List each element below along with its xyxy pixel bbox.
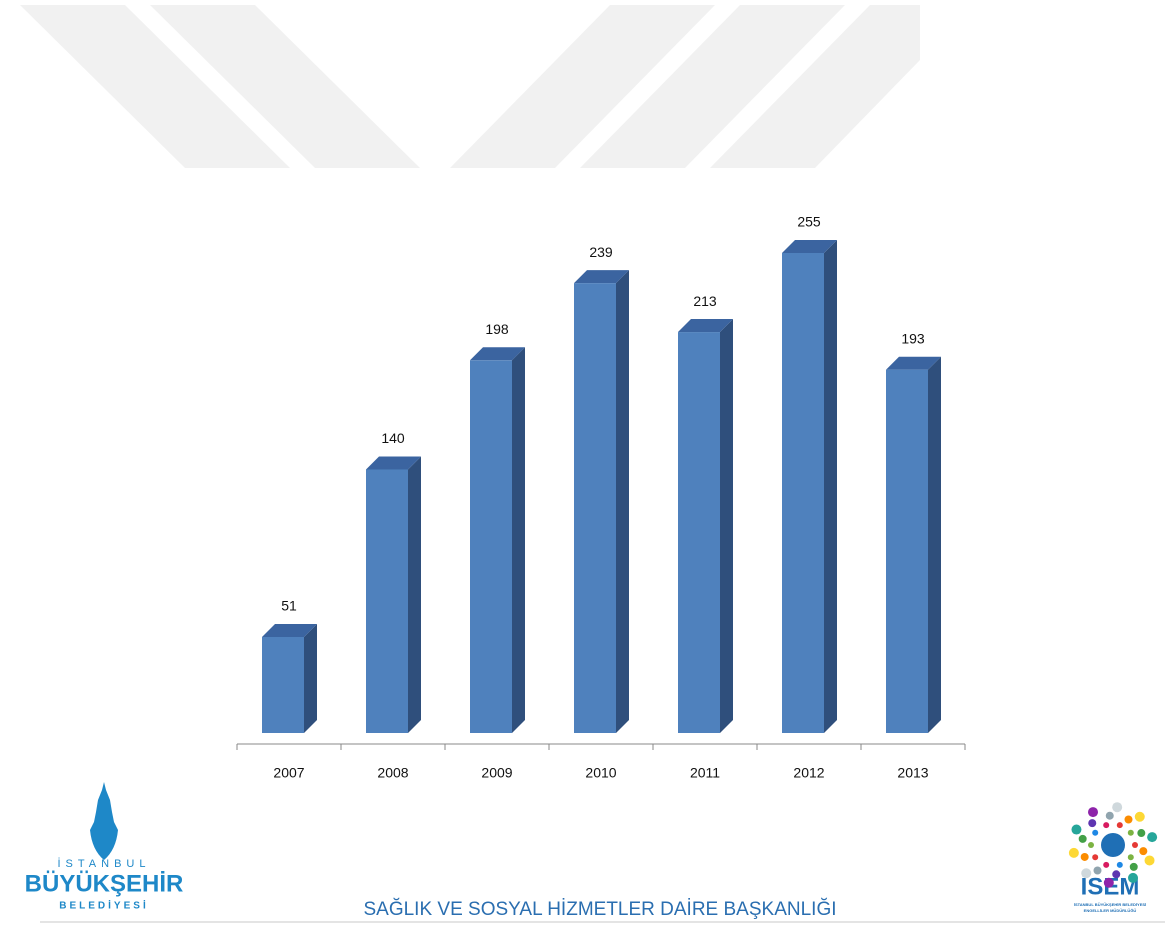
logo-dot	[1081, 868, 1092, 879]
logo-text: BÜYÜKŞEHİR	[25, 870, 184, 897]
logo-dot	[1128, 872, 1138, 883]
bar-top	[366, 456, 421, 470]
logo-right: İSEM İSTANBUL BÜYÜKŞEHİR BELEDİYESİ ENGE…	[1068, 802, 1158, 913]
plot-area: 2007 51 2008 140 2009 198 2010 239 2011 213 2012 25…	[236, 214, 966, 781]
logo-dot	[1116, 861, 1123, 868]
logo-dot	[1088, 807, 1098, 818]
bar-top	[470, 347, 525, 361]
logo-text: İSTANBUL	[58, 857, 151, 870]
bar-front	[262, 637, 304, 733]
logo-dot	[1103, 861, 1110, 868]
logo-dot	[1147, 832, 1158, 843]
logo-dot	[1144, 855, 1155, 866]
data-label: 140	[381, 430, 405, 446]
x-tick-label: 2007	[273, 765, 304, 781]
logo-dot	[1124, 815, 1133, 824]
bar	[886, 356, 941, 733]
logo-dot	[1080, 852, 1089, 861]
x-tick-label: 2008	[377, 765, 408, 781]
logo-dot	[1137, 829, 1146, 838]
bar-side	[408, 456, 421, 733]
bar	[782, 240, 837, 733]
x-tick-label: 2010	[585, 765, 616, 781]
bar-side	[512, 347, 525, 733]
bar-top	[262, 624, 317, 637]
logo-dot	[1088, 819, 1097, 828]
bar-side	[928, 356, 941, 733]
bar-top	[782, 240, 837, 253]
bar-top	[886, 356, 941, 370]
data-label: 255	[797, 214, 821, 230]
x-tick-label: 2011	[690, 765, 720, 781]
bar-front	[470, 360, 512, 733]
data-label: 213	[693, 293, 717, 309]
x-tick-label: 2012	[793, 765, 824, 781]
logo-dot	[1112, 870, 1121, 879]
watermark	[20, 5, 920, 168]
logo-dot	[1103, 877, 1114, 888]
bar-front	[782, 253, 824, 733]
logo-text: İSTANBUL BÜYÜKŞEHİR BELEDİYESİ	[1074, 902, 1146, 907]
logo-dot	[1132, 842, 1138, 848]
data-label: 193	[901, 330, 925, 346]
logo-dot	[1078, 834, 1087, 843]
x-tick-label: 2013	[897, 765, 928, 781]
bar-side	[824, 240, 837, 733]
bar	[470, 347, 525, 733]
bar	[366, 456, 421, 733]
logo-left: İSTANBUL BÜYÜKŞEHİR BELEDİYESİ	[25, 782, 184, 912]
bar-front	[574, 283, 616, 733]
logo-dot	[1127, 854, 1134, 861]
logo-text: BELEDİYESİ	[59, 899, 148, 912]
logo-dot	[1103, 822, 1110, 829]
logo-dot	[1139, 847, 1148, 856]
bar-top	[574, 270, 629, 284]
logo-dot	[1129, 862, 1138, 871]
logo-dot	[1068, 847, 1079, 858]
bar-front	[886, 369, 928, 733]
logo-dot	[1093, 866, 1102, 875]
logo-dot	[1092, 854, 1099, 861]
bar	[574, 270, 629, 733]
bar-front	[678, 332, 720, 733]
logo-dot	[1088, 842, 1094, 848]
data-label: 239	[589, 244, 613, 260]
data-label: 198	[485, 321, 509, 337]
bar-front	[366, 469, 408, 733]
logo-dot	[1105, 811, 1114, 820]
logo-dot	[1116, 822, 1123, 829]
footer-text: SAĞLIK VE SOSYAL HİZMETLER DAİRE BAŞKANL…	[363, 898, 836, 920]
bar	[262, 624, 317, 733]
x-tick-label: 2009	[481, 765, 512, 781]
bar-side	[304, 624, 317, 733]
bar-top	[678, 319, 733, 333]
logo-emblem	[1101, 833, 1125, 857]
bar-side	[720, 319, 733, 733]
logo-dot	[1092, 829, 1099, 836]
data-label: 51	[281, 598, 297, 614]
logo-dot	[1112, 802, 1123, 813]
logo-dot	[1071, 824, 1082, 835]
logo-emblem	[90, 782, 118, 860]
bar-side	[616, 270, 629, 733]
bar	[678, 319, 733, 733]
logo-dot	[1127, 829, 1134, 836]
logo-dot	[1134, 811, 1145, 822]
logo-text: ENGELLİLER MÜDÜRLÜĞÜ	[1084, 908, 1137, 913]
